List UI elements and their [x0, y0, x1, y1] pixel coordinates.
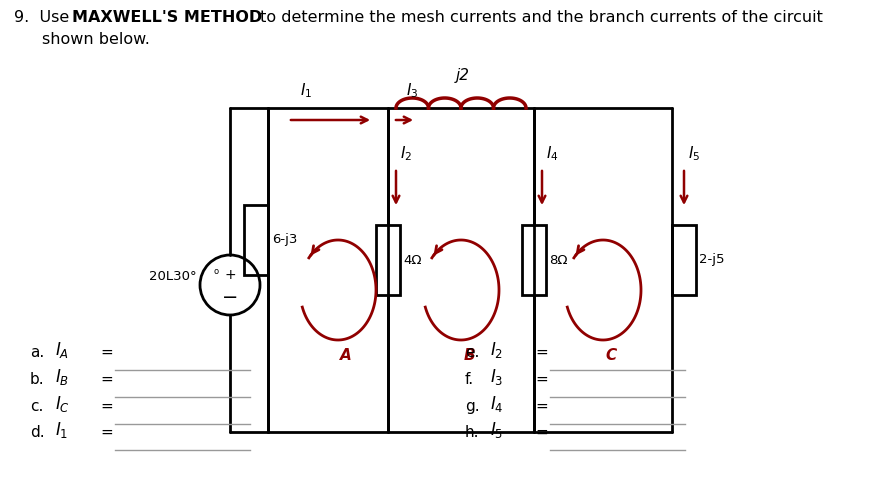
Text: A: A: [340, 348, 352, 363]
Text: $I_5$: $I_5$: [688, 144, 700, 163]
Text: o: o: [214, 266, 219, 276]
Text: =: =: [100, 372, 113, 387]
Text: C: C: [605, 348, 617, 363]
Text: +: +: [224, 268, 236, 282]
Text: h.: h.: [465, 425, 479, 440]
Text: 9.  Use: 9. Use: [14, 10, 74, 25]
Text: a.: a.: [30, 345, 44, 360]
Text: $I_4$: $I_4$: [490, 394, 503, 414]
Text: =: =: [535, 345, 548, 360]
Text: =: =: [535, 372, 548, 387]
Text: $I_1$: $I_1$: [299, 82, 312, 100]
Text: 20L30°: 20L30°: [150, 270, 197, 283]
Text: −: −: [222, 288, 238, 306]
Text: 4Ω: 4Ω: [403, 254, 422, 266]
Text: $I_2$: $I_2$: [490, 340, 503, 360]
Text: =: =: [535, 399, 548, 414]
Text: j2: j2: [456, 68, 470, 83]
Text: d.: d.: [30, 425, 44, 440]
Text: 6-j3: 6-j3: [272, 234, 298, 246]
Bar: [672, 225, 696, 295]
Text: g.: g.: [465, 399, 479, 414]
Text: $I_C$: $I_C$: [55, 394, 70, 414]
Text: b.: b.: [30, 372, 44, 387]
Bar: [244, 205, 268, 275]
Text: $I_1$: $I_1$: [55, 420, 68, 440]
Text: shown below.: shown below.: [42, 32, 150, 47]
Text: $I_B$: $I_B$: [55, 367, 69, 387]
Text: $I_3$: $I_3$: [490, 367, 503, 387]
Text: $I_A$: $I_A$: [55, 340, 69, 360]
Text: to determine the mesh currents and the branch currents of the circuit: to determine the mesh currents and the b…: [255, 10, 823, 25]
Text: 8Ω: 8Ω: [549, 254, 568, 266]
Text: =: =: [100, 425, 113, 440]
Text: =: =: [100, 399, 113, 414]
Text: MAXWELL'S METHOD: MAXWELL'S METHOD: [72, 10, 262, 25]
Text: c.: c.: [30, 399, 43, 414]
Bar: [522, 225, 546, 295]
Text: =: =: [535, 425, 548, 440]
Text: =: =: [100, 345, 113, 360]
Text: 2-j5: 2-j5: [699, 254, 725, 266]
Text: $I_5$: $I_5$: [490, 420, 503, 440]
Text: B: B: [463, 348, 475, 363]
Text: $I_3$: $I_3$: [406, 82, 418, 100]
Text: $I_4$: $I_4$: [546, 144, 558, 163]
Text: e.: e.: [465, 345, 479, 360]
Bar: [376, 225, 400, 295]
Text: f.: f.: [465, 372, 474, 387]
Text: $I_2$: $I_2$: [400, 144, 412, 163]
